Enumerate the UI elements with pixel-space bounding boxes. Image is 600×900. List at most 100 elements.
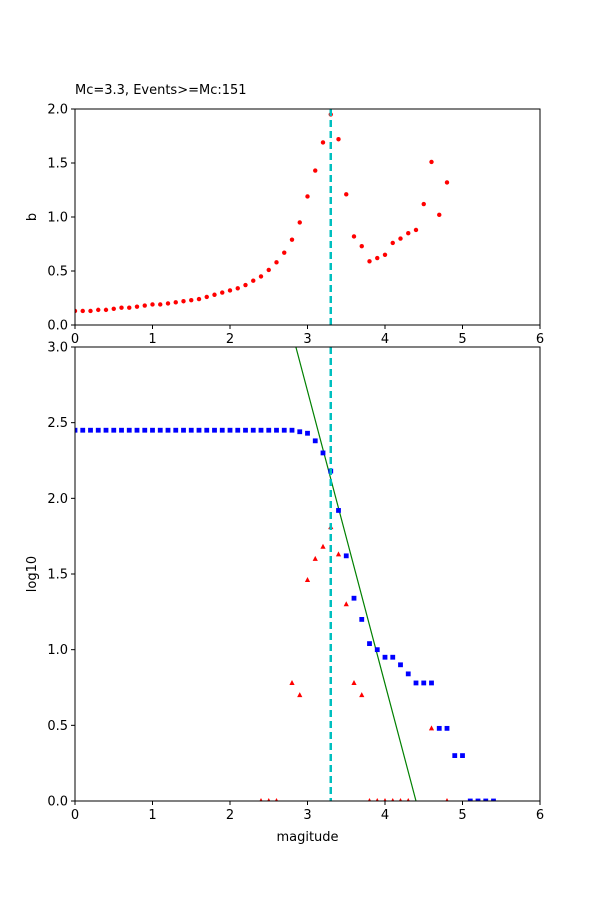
b-value-point bbox=[111, 306, 116, 311]
b-value-point bbox=[227, 288, 233, 293]
cumulative-count-point bbox=[382, 654, 388, 660]
noncumulative-count-point bbox=[297, 692, 303, 698]
b-value-point bbox=[429, 159, 434, 165]
cumulative-count-point bbox=[219, 427, 225, 433]
x-tick-label: 1 bbox=[148, 808, 156, 823]
x-tick-label: 2 bbox=[226, 808, 234, 823]
noncumulative-count-point bbox=[375, 798, 379, 801]
cumulative-count-point bbox=[196, 427, 202, 433]
b-value-point bbox=[382, 252, 388, 257]
cumulative-count-point bbox=[266, 427, 272, 433]
top-axes-frame bbox=[74, 108, 541, 326]
b-value-point bbox=[212, 292, 217, 297]
cumulative-count-point bbox=[436, 725, 442, 731]
b-value-point bbox=[437, 212, 442, 218]
b-value-point bbox=[274, 260, 279, 265]
cumulative-count-point bbox=[181, 427, 186, 433]
chart-title: Mc=3.3, Events>=Mc:151 bbox=[75, 83, 247, 98]
x-tick-label: 3 bbox=[303, 332, 311, 347]
noncumulative-count-point bbox=[312, 555, 318, 561]
cumulative-count-point bbox=[212, 427, 217, 433]
b-value-point bbox=[196, 296, 202, 302]
b-value-point bbox=[266, 267, 271, 273]
cumulative-count-point bbox=[75, 427, 78, 433]
b-value-point bbox=[134, 304, 140, 309]
cumulative-count-point bbox=[88, 427, 93, 433]
b-value-point bbox=[398, 236, 403, 241]
noncumulative-count-point bbox=[335, 551, 342, 557]
cumulative-count-point bbox=[274, 427, 279, 433]
b-value-point bbox=[320, 140, 326, 145]
cumulative-count-point bbox=[374, 647, 380, 653]
b-value-point bbox=[96, 307, 101, 313]
y-tick-label: 0.0 bbox=[47, 319, 68, 334]
cumulative-count-point bbox=[258, 427, 264, 433]
b-value-point bbox=[406, 231, 411, 236]
cumulative-count-point bbox=[188, 427, 194, 433]
b-value-point bbox=[258, 274, 264, 279]
b-value-point bbox=[421, 201, 426, 207]
b-value-point bbox=[289, 237, 295, 242]
b-value-point bbox=[173, 300, 178, 305]
cumulative-count-point bbox=[413, 680, 419, 686]
cumulative-count-point bbox=[80, 427, 86, 433]
y-tick-label: 1.5 bbox=[47, 157, 68, 172]
b-value-point bbox=[150, 302, 155, 307]
noncumulative-count-point bbox=[406, 798, 410, 801]
cumulative-count-point bbox=[119, 427, 124, 433]
b-value-point bbox=[282, 250, 287, 255]
b-value-point bbox=[165, 301, 171, 306]
x-tick-label: 2 bbox=[226, 332, 234, 347]
b-value-point bbox=[444, 180, 450, 185]
b-value-point bbox=[344, 192, 349, 197]
b-value-point bbox=[251, 278, 256, 283]
noncumulative-count-point bbox=[274, 798, 279, 801]
b-value-point bbox=[367, 259, 372, 264]
cumulative-count-point bbox=[157, 427, 163, 433]
noncumulative-count-point bbox=[320, 543, 326, 549]
x-tick-label: 6 bbox=[536, 332, 544, 347]
b-value-point bbox=[305, 194, 310, 199]
y-tick-label: 2.5 bbox=[47, 416, 68, 431]
b-value-point bbox=[204, 294, 209, 300]
x-tick-label: 4 bbox=[381, 808, 389, 823]
noncumulative-count-point bbox=[259, 798, 263, 801]
b-value-point bbox=[88, 308, 93, 314]
y-axis-label: b bbox=[25, 213, 40, 221]
cumulative-count-point bbox=[95, 427, 101, 433]
top-series-0 bbox=[75, 112, 450, 314]
cumulative-count-point bbox=[142, 427, 148, 433]
cumulative-count-point bbox=[289, 427, 295, 433]
cumulative-count-point bbox=[235, 427, 241, 433]
y-tick-label: 0.5 bbox=[47, 265, 68, 280]
cumulative-count-point bbox=[227, 427, 233, 433]
cumulative-count-point bbox=[165, 427, 171, 433]
bottom-axes-frame bbox=[74, 346, 541, 802]
noncumulative-count-point bbox=[367, 798, 372, 801]
noncumulative-count-point bbox=[445, 798, 449, 801]
cumulative-count-point bbox=[483, 798, 489, 801]
cumulative-count-point bbox=[126, 427, 132, 433]
cumulative-count-point bbox=[243, 427, 248, 433]
b-value-point bbox=[413, 227, 419, 233]
cumulative-count-point bbox=[359, 617, 365, 622]
cumulative-count-point bbox=[460, 753, 465, 758]
y-tick-label: 1.5 bbox=[47, 568, 68, 583]
noncumulative-count-point bbox=[304, 577, 311, 583]
cumulative-count-point bbox=[367, 641, 372, 647]
b-value-point bbox=[189, 297, 194, 303]
b-value-point bbox=[313, 168, 318, 173]
cumulative-count-point bbox=[312, 438, 318, 444]
cumulative-count-point bbox=[134, 427, 140, 433]
cumulative-count-point bbox=[398, 662, 403, 668]
noncumulative-count-point bbox=[359, 692, 365, 698]
b-value-point bbox=[142, 303, 147, 308]
cumulative-count-point bbox=[343, 553, 349, 559]
b-value-point bbox=[297, 220, 302, 225]
b-value-point bbox=[181, 299, 186, 304]
b-value-point bbox=[119, 305, 124, 310]
cumulative-count-point bbox=[250, 427, 256, 433]
y-tick-label: 1.0 bbox=[47, 643, 68, 658]
b-value-point bbox=[351, 234, 357, 239]
cumulative-count-point bbox=[297, 429, 303, 435]
